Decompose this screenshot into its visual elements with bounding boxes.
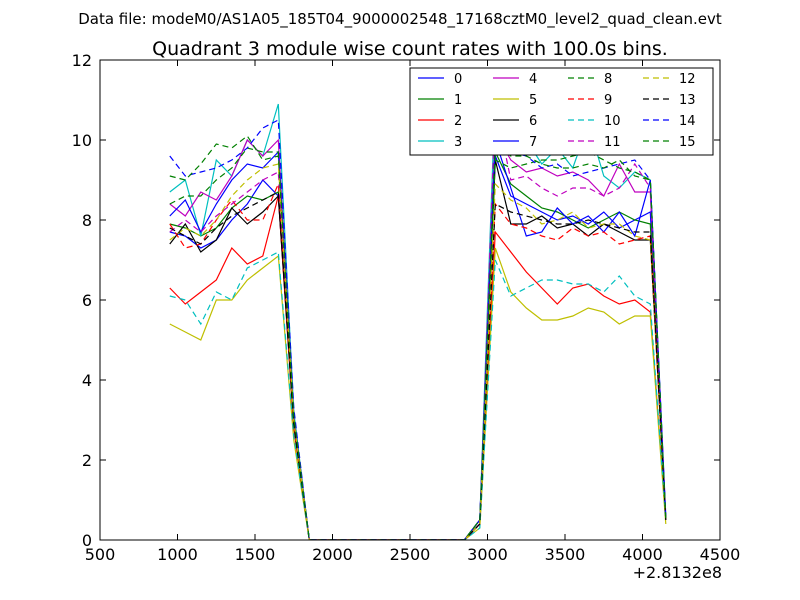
x-tick-label: 2500 — [390, 545, 431, 564]
x-tick-label: 500 — [85, 545, 116, 564]
data-file-header: Data file: modeM0/AS1A05_185T04_90000025… — [78, 10, 722, 29]
legend-label-12: 12 — [679, 72, 696, 87]
series-line-4 — [169, 129, 667, 540]
y-tick-label: 8 — [82, 211, 92, 230]
series-line-2 — [169, 195, 667, 540]
legend-label-6: 6 — [529, 114, 537, 129]
y-tick-label: 10 — [72, 131, 92, 150]
legend-label-8: 8 — [604, 72, 612, 87]
y-tick-label: 4 — [82, 371, 92, 390]
legend-label-0: 0 — [454, 72, 462, 87]
series-line-14 — [169, 119, 667, 540]
series-line-11 — [169, 103, 667, 540]
legend-label-2: 2 — [454, 114, 462, 129]
legend-label-1: 1 — [454, 93, 462, 108]
series-line-15 — [169, 135, 667, 540]
legend-label-10: 10 — [604, 114, 621, 129]
series-line-5 — [169, 247, 667, 540]
x-offset-label: +2.8132e8 — [633, 563, 722, 582]
legend-label-5: 5 — [529, 93, 537, 108]
legend-label-4: 4 — [529, 72, 537, 87]
series-line-0 — [169, 155, 667, 540]
legend-label-15: 15 — [679, 135, 696, 150]
series-line-12 — [169, 163, 667, 540]
legend-box — [409, 67, 714, 156]
legend-label-11: 11 — [604, 135, 621, 150]
x-tick-label: 1500 — [235, 545, 276, 564]
y-tick-label: 6 — [82, 291, 92, 310]
legend-label-9: 9 — [604, 93, 612, 108]
series-line-13 — [169, 191, 667, 540]
series-line-1 — [169, 151, 667, 540]
legend-label-7: 7 — [529, 135, 537, 150]
y-tick-label: 12 — [72, 51, 92, 70]
series-line-7 — [169, 139, 667, 540]
x-tick-label: 2000 — [312, 545, 353, 564]
x-tick-label: 3000 — [467, 545, 508, 564]
y-tick-label: 2 — [82, 451, 92, 470]
y-tick-label: 0 — [82, 531, 92, 550]
series-line-6 — [169, 159, 667, 540]
legend-label-13: 13 — [679, 93, 696, 108]
legend-label-14: 14 — [679, 114, 696, 129]
x-tick-label: 1000 — [157, 545, 198, 564]
x-tick-label: 4500 — [700, 545, 741, 564]
legend-label-3: 3 — [454, 135, 462, 150]
chart-title: Quadrant 3 module wise count rates with … — [152, 38, 668, 60]
x-axis: 500 1000 1500 2000 2500 3000 3500 4000 4500 — [85, 60, 741, 564]
x-tick-label: 4000 — [622, 545, 663, 564]
x-tick-label: 3500 — [545, 545, 586, 564]
